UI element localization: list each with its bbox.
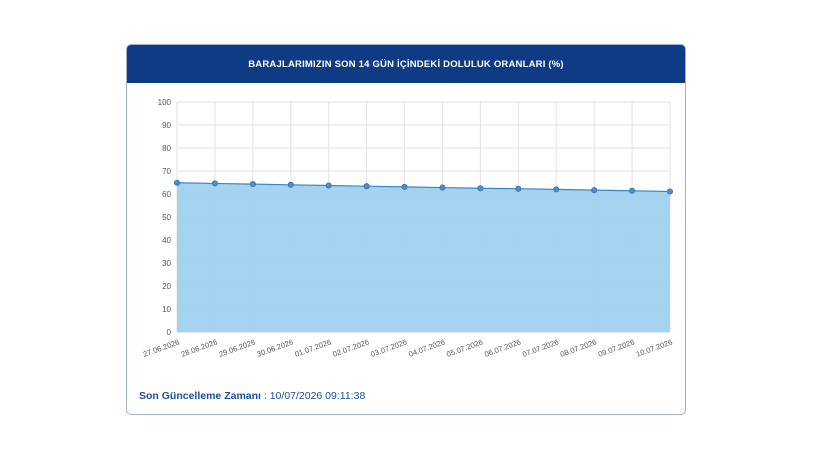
x-tick-label: 05.07.2026 [445,337,484,358]
y-tick-label: 90 [162,121,171,130]
chart-area: 0 10 20 30 40 50 60 70 80 90 100 27.06.2026 28.06.20… [127,83,685,383]
data-point [249,181,256,188]
y-tick-label: 30 [162,259,171,268]
data-point [477,185,484,192]
series-line [176,182,671,193]
data-point [401,183,408,190]
x-tick-label: 08.07.2026 [559,337,598,358]
y-tick-label: 0 [167,328,172,337]
data-point [591,187,598,194]
data-point [629,187,636,194]
last-update-value: 10/07/2026 09:11:38 [269,390,366,402]
last-update-label: Son Güncelleme Zamanı [139,390,261,402]
x-tick-label: 29.06.2026 [218,337,257,358]
y-tick-label: 70 [162,167,171,176]
x-tick-label: 27.06.2026 [142,337,181,358]
data-point [667,188,674,195]
y-tick-label: 80 [162,144,171,153]
x-tick-label: 04.07.2026 [407,337,446,358]
x-tick-label: 06.07.2026 [483,337,522,358]
x-tick-label: 02.07.2026 [331,337,370,358]
x-tick-label: 01.07.2026 [294,337,333,358]
y-tick-label: 40 [162,236,171,245]
y-tick-label: 10 [162,305,171,314]
data-point [287,181,294,188]
y-tick-label: 100 [158,98,172,107]
data-point [211,180,218,187]
data-point [363,183,370,190]
data-point [553,186,560,193]
data-point [439,184,446,191]
data-point [325,182,332,189]
fill-rate-chart: 0 10 20 30 40 50 60 70 80 90 100 27.06.2026 28.06.20… [142,98,674,359]
x-tick-label: 28.06.2026 [180,337,219,358]
last-update: Son Güncelleme Zamanı : 10/07/2026 09:11… [139,390,365,402]
chart-title: BARAJLARIMIZIN SON 14 GÜN İÇİNDEKİ DOLUL… [127,45,685,83]
x-tick-label: 03.07.2026 [369,337,408,358]
x-tick-label: 09.07.2026 [597,337,636,358]
x-tick-label: 07.07.2026 [521,337,560,358]
y-tick-label: 50 [162,213,171,222]
x-tick-label: 10.07.2026 [635,337,674,358]
y-tick-label: 20 [162,282,171,291]
y-tick-label: 60 [162,190,171,199]
chart-card: BARAJLARIMIZIN SON 14 GÜN İÇİNDEKİ DOLUL… [126,44,686,415]
series-area [177,182,670,332]
data-point [174,179,181,186]
x-tick-label: 30.06.2026 [256,337,295,358]
last-update-separator: : [260,390,270,402]
data-point [515,185,522,192]
